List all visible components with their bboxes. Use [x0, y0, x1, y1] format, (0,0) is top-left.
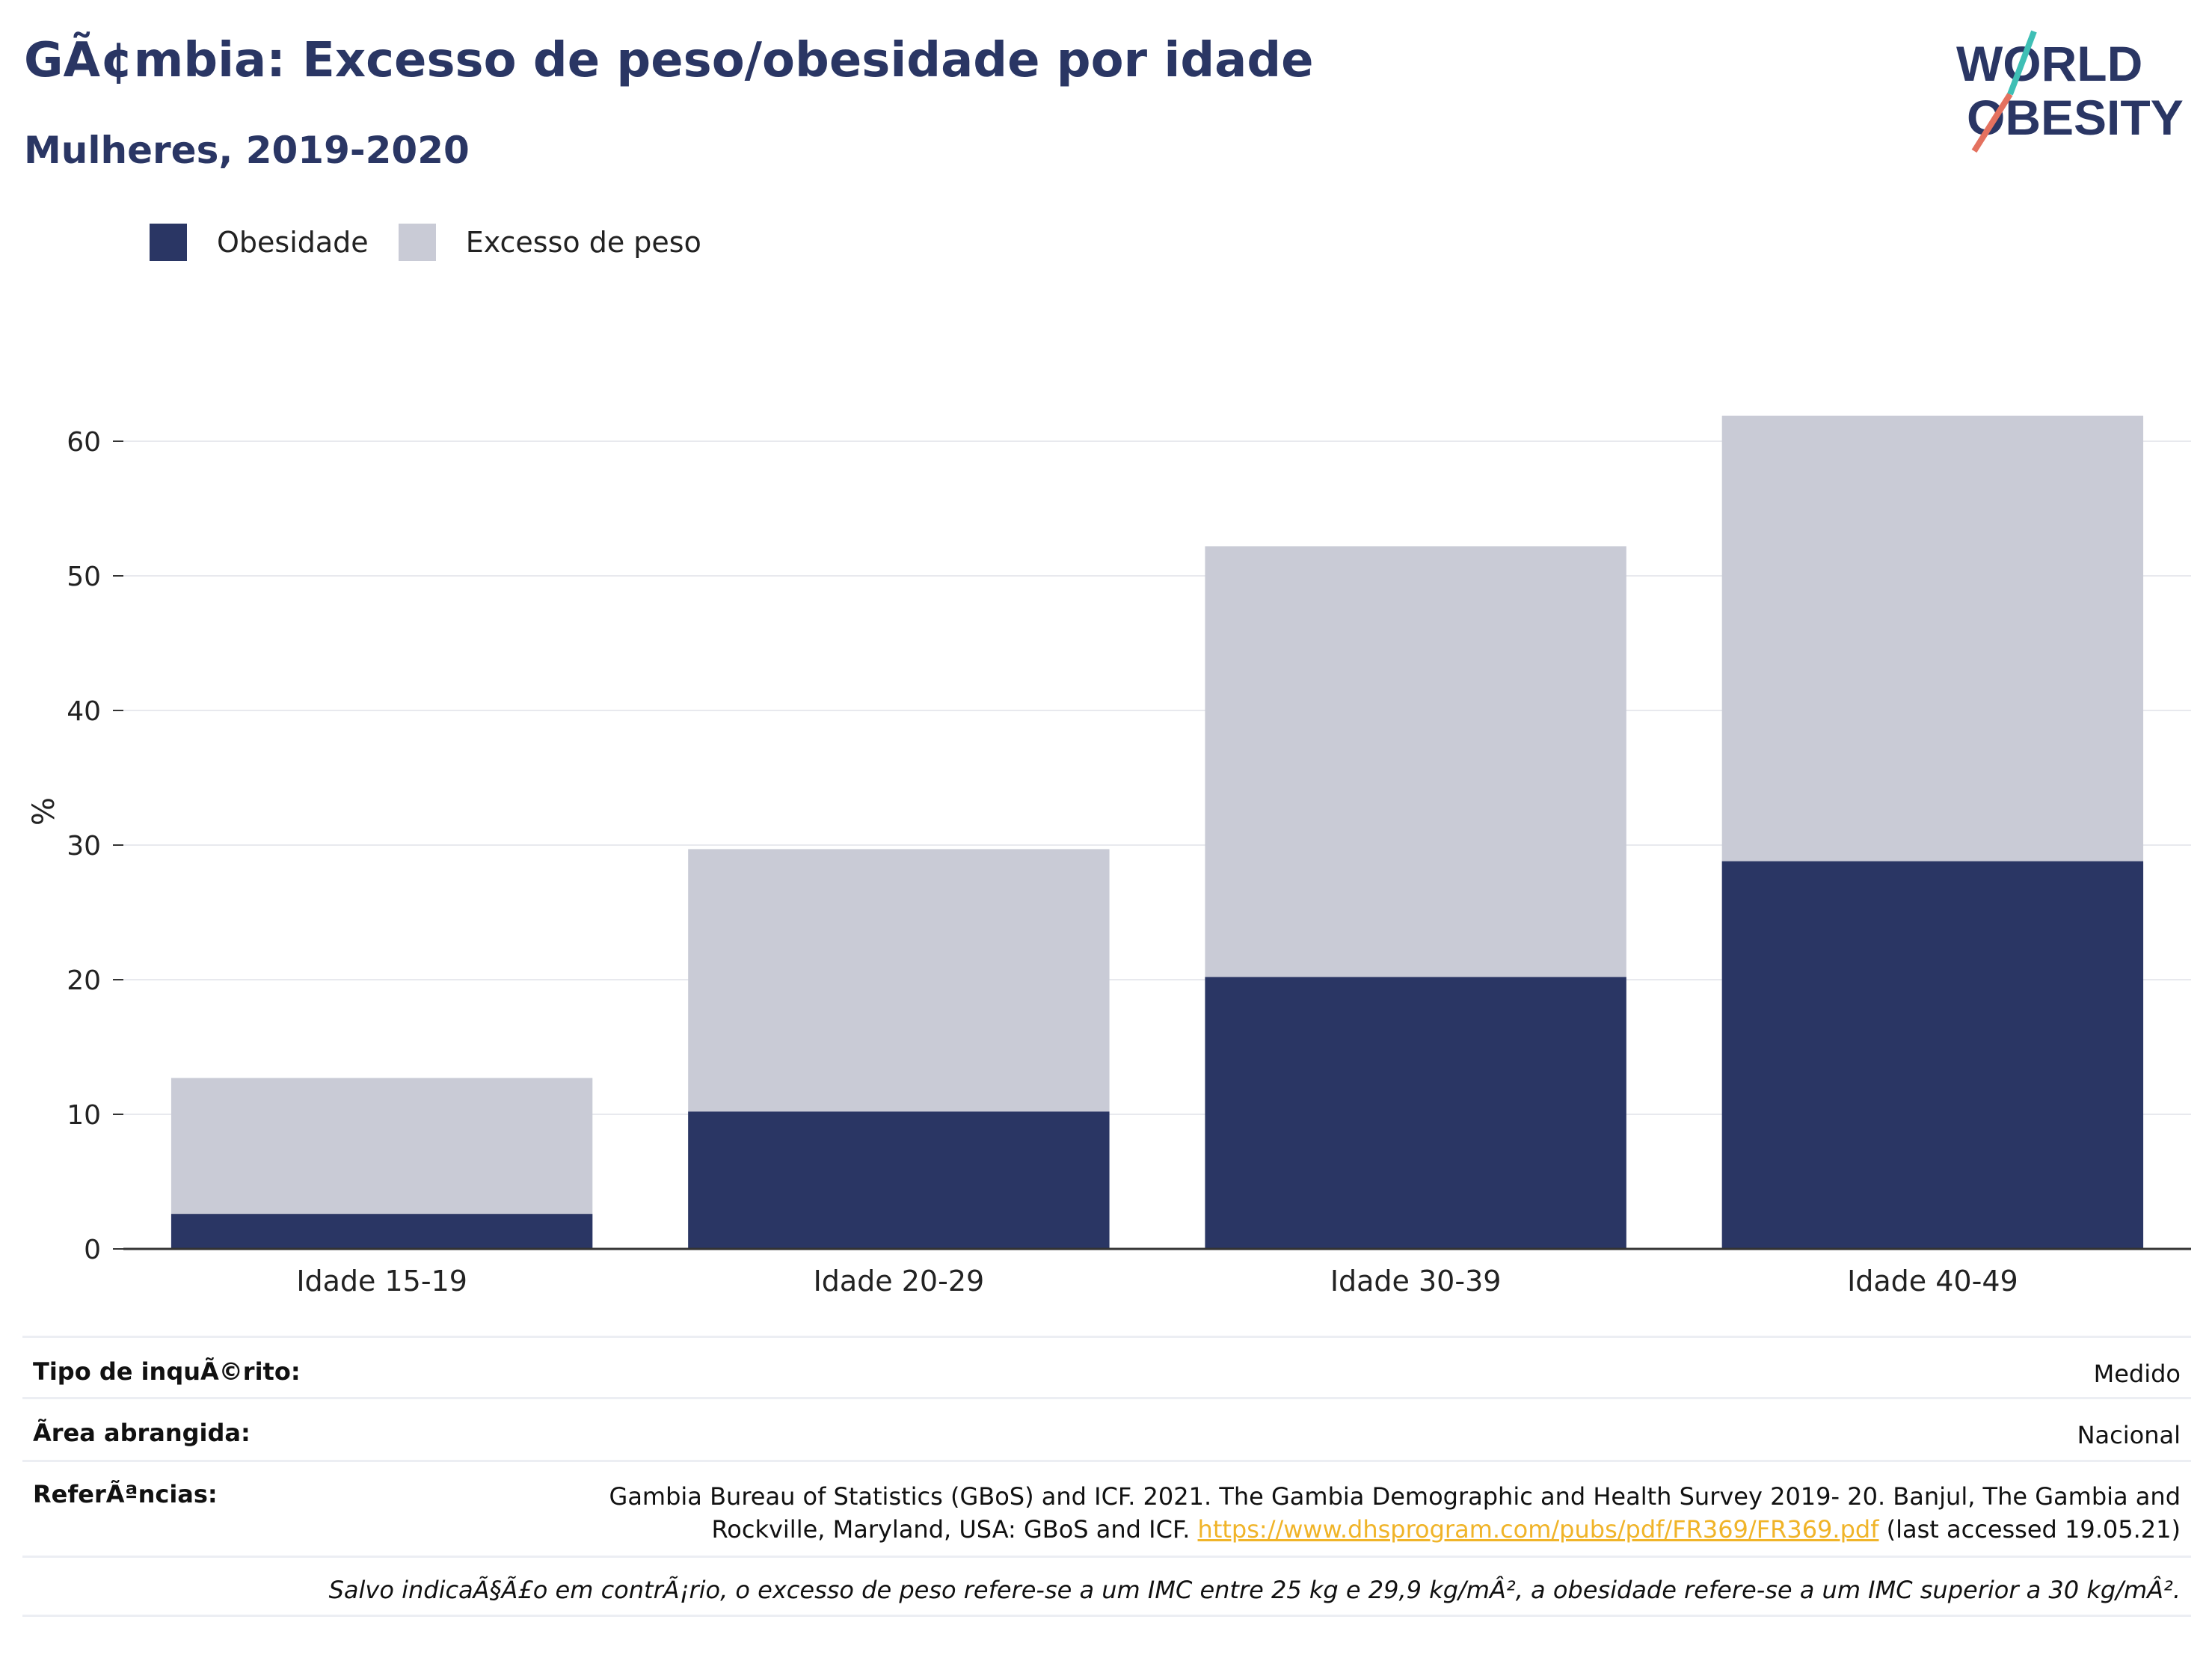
survey-type-label: Tipo de inquÃ©rito:	[33, 1357, 301, 1386]
y-tick-label: 10	[67, 1100, 101, 1131]
references-line-1: Gambia Bureau of Statistics (GBoS) and I…	[609, 1482, 2181, 1511]
references-label: ReferÃªncias:	[33, 1480, 218, 1508]
bar-obesity	[1205, 977, 1626, 1249]
y-tick-label: 20	[67, 965, 101, 996]
chart-legend: Obesidade Excesso de peso	[150, 223, 731, 262]
axes: 0 10 20 30 40 50 60% Idade 15-19 Idade 20-29 Idad…	[27, 427, 2191, 1298]
info-table: Tipo de inquÃ©rito: Medido Ãrea abrangid…	[22, 1336, 2191, 1617]
page-title: GÃ¢mbia: Excesso de peso/obesidade por i…	[24, 33, 1314, 88]
references-text: Gambia Bureau of Statistics (GBoS) and I…	[609, 1480, 2181, 1546]
legend-label-obesity: Obesidade	[217, 226, 369, 259]
references-link[interactable]: https://www.dhsprogram.com/pubs/pdf/FR36…	[1197, 1515, 1879, 1544]
references-line-2-text: Rockville, Maryland, USA: GBoS and ICF.	[711, 1515, 1191, 1544]
legend-swatch-obesity	[150, 224, 187, 261]
references-accessed: (last accessed 19.05.21)	[1886, 1515, 2181, 1544]
y-tick-label: 30	[67, 831, 101, 862]
page-subtitle: Mulheres, 2019-2020	[24, 129, 470, 172]
legend-item-obesity[interactable]: Obesidade	[150, 224, 369, 261]
y-tick-label: 50	[67, 562, 101, 592]
area-value: Nacional	[2077, 1421, 2181, 1449]
survey-type-value: Medido	[2093, 1360, 2181, 1388]
y-tick-label: 0	[84, 1235, 101, 1265]
legend-swatch-overweight	[398, 224, 436, 261]
y-tick-label: 60	[67, 427, 101, 458]
y-tick-label: 40	[67, 696, 101, 727]
x-tick-label: Idade 40-49	[1847, 1265, 2018, 1298]
area-row: Ãrea abrangida: Nacional	[22, 1397, 2191, 1460]
x-tick-label: Idade 30-39	[1330, 1265, 1502, 1298]
note-row: Salvo indicaÃ§Ã£o em contrÃ¡rio, o exces…	[22, 1556, 2191, 1617]
area-label: Ãrea abrangida:	[33, 1419, 251, 1447]
bar-obesity	[1721, 861, 2144, 1249]
survey-type-row: Tipo de inquÃ©rito: Medido	[22, 1336, 2191, 1397]
world-obesity-logo: WORLD OBESITY	[1956, 30, 2184, 153]
bar-obesity	[170, 1214, 593, 1249]
logo-slash-red	[1971, 92, 2013, 153]
references-line-2: Rockville, Maryland, USA: GBoS and ICF. …	[609, 1513, 2181, 1546]
y-axis-label: %	[27, 797, 61, 826]
legend-label-overweight: Excesso de peso	[465, 226, 701, 259]
bar-chart: 0 10 20 30 40 50 60% Idade 15-19 Idade 20-29 Idad…	[27, 415, 2191, 1298]
bars	[170, 415, 2144, 1249]
definition-note: Salvo indicaÃ§Ã£o em contrÃ¡rio, o exces…	[328, 1576, 2181, 1604]
logo-line-2: OBESITY	[1967, 90, 2184, 145]
x-tick-label: Idade 15-19	[296, 1265, 467, 1298]
references-row: ReferÃªncias: Gambia Bureau of Statistic…	[22, 1460, 2191, 1556]
logo-line-1: WORLD	[1956, 36, 2142, 91]
legend-item-overweight[interactable]: Excesso de peso	[398, 224, 701, 261]
x-tick-label: Idade 20-29	[814, 1265, 985, 1298]
logo-slash-teal	[2007, 30, 2037, 96]
bar-obesity	[688, 1111, 1110, 1249]
